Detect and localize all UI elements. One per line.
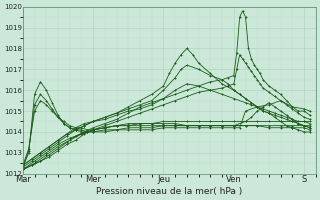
X-axis label: Pression niveau de la mer( hPa ): Pression niveau de la mer( hPa ) (96, 187, 243, 196)
